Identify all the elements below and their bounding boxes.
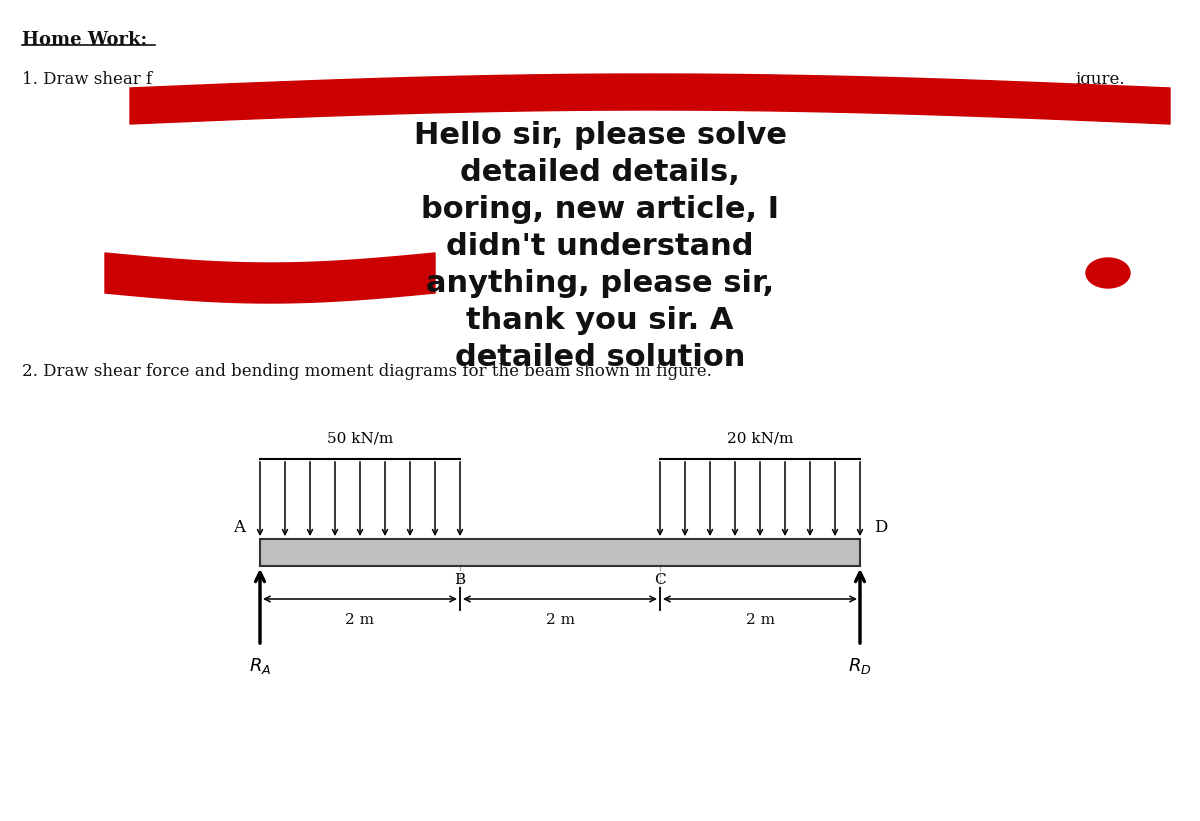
Text: C: C [654, 573, 666, 587]
Polygon shape [106, 253, 434, 303]
Text: 50 kN/m: 50 kN/m [326, 431, 394, 445]
Bar [260, 539, 860, 566]
Text: igure.: igure. [1075, 71, 1124, 88]
Text: Hello sir, please solve
detailed details,
boring, new article, I
didn't understa: Hello sir, please solve detailed details… [414, 121, 786, 372]
Text: D: D [874, 519, 887, 536]
Text: 1. Draw shear f: 1. Draw shear f [22, 71, 152, 88]
Text: 2. Draw shear force and bending moment diagrams for the beam shown in figure.: 2. Draw shear force and bending moment d… [22, 363, 712, 380]
Text: $R_A$: $R_A$ [248, 656, 271, 676]
Text: 20 kN/m: 20 kN/m [727, 431, 793, 445]
Text: 2 m: 2 m [346, 613, 374, 627]
Text: B: B [455, 573, 466, 587]
Polygon shape [130, 74, 1170, 124]
Text: 2 m: 2 m [745, 613, 774, 627]
Text: Home Work:: Home Work: [22, 31, 148, 49]
Text: A: A [233, 519, 245, 536]
Text: 2 m: 2 m [546, 613, 575, 627]
Ellipse shape [1086, 258, 1130, 288]
Text: $R_D$: $R_D$ [848, 656, 872, 676]
